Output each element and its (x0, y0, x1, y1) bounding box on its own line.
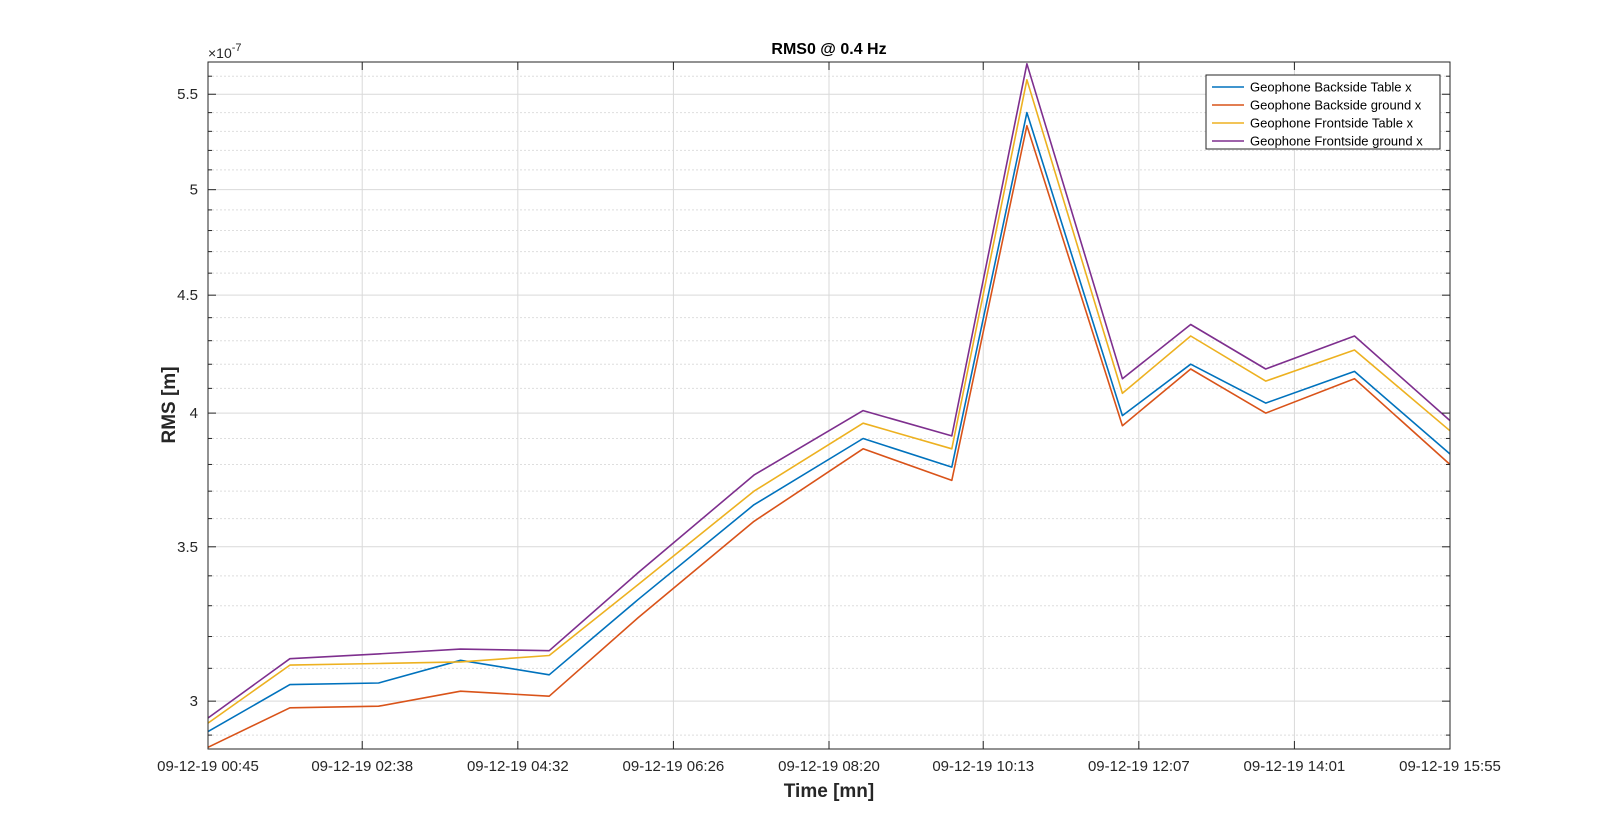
x-axis-label: Time [mn] (784, 781, 874, 802)
x-tick-label: 09-12-19 02:38 (311, 758, 413, 775)
legend: Geophone Backside Table x Geophone Backsi… (1205, 74, 1441, 150)
x-tick-label: 09-12-19 08:20 (778, 758, 880, 775)
y-tick-label: 5 (190, 182, 198, 199)
legend-entry: Geophone Frontside Table x (1250, 116, 1414, 131)
legend-entry: Geophone Backside Table x (1250, 80, 1412, 95)
x-tick-label: 09-12-19 14:01 (1244, 758, 1346, 775)
x-tick-label: 09-12-19 06:26 (623, 758, 725, 775)
y-tick-label: 4.5 (177, 287, 198, 304)
series-line-3 (207, 79, 1451, 724)
y-tick-label: 5.5 (177, 86, 198, 103)
x-tick-label: 09-12-19 04:32 (467, 758, 569, 775)
y-tick-labels: 3 3.5 4 4.5 5 5.5 (177, 86, 198, 710)
series-line-2 (207, 124, 1451, 749)
y-tick-label: 3.5 (177, 539, 198, 556)
y-axis-label: RMS [m] (159, 366, 180, 443)
legend-entry: Geophone Frontside ground x (1250, 134, 1423, 149)
chart-title: RMS0 @ 0.4 Hz (771, 41, 886, 58)
legend-box (1205, 74, 1441, 150)
y-exponent-label: ×10-7 (208, 42, 242, 61)
x-tick-labels: 09-12-19 00:45 09-12-19 02:38 09-12-19 04:… (157, 758, 1501, 775)
legend-entry: Geophone Backside ground x (1250, 98, 1422, 113)
axis-ticks (207, 62, 1451, 749)
y-tick-label: 3 (190, 693, 198, 710)
series-lines (207, 62, 1451, 749)
x-tick-label: 09-12-19 12:07 (1088, 758, 1190, 775)
x-tick-label: 09-12-19 00:45 (157, 758, 259, 775)
series-line-1 (207, 111, 1451, 733)
x-tick-label: 09-12-19 15:55 (1399, 758, 1501, 775)
series-line-4 (207, 62, 1451, 719)
x-tick-label: 09-12-19 10:13 (932, 758, 1034, 775)
y-tick-label: 4 (190, 405, 198, 422)
